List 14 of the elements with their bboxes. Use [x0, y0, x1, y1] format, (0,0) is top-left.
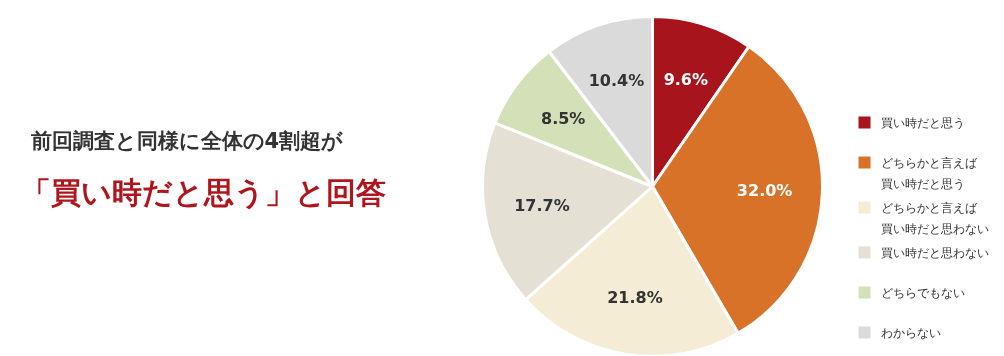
legend-label: わからない — [880, 325, 941, 340]
text: 「買い時だと思う」と回答 — [20, 175, 386, 210]
data-label: 21.8% — [607, 287, 663, 307]
data-label: 9.6% — [663, 69, 709, 89]
legend-label: 買い時だと思わない — [880, 245, 989, 260]
data-label: 10.4% — [588, 70, 645, 90]
legend-label: どちらかと言えば買い時だと思わない — [880, 200, 989, 236]
legend-label: どちらでもない — [880, 285, 965, 300]
data-label: 17.7% — [514, 196, 570, 216]
text: 前回調査と同様に全体の4割超が — [29, 128, 344, 153]
data-label: 32.0% — [736, 181, 793, 201]
data-label: 8.5% — [541, 109, 586, 129]
legend-label: どちらかと言えば買い時だと思う — [880, 155, 978, 191]
legend-label: 買い時だと思う — [880, 115, 965, 130]
